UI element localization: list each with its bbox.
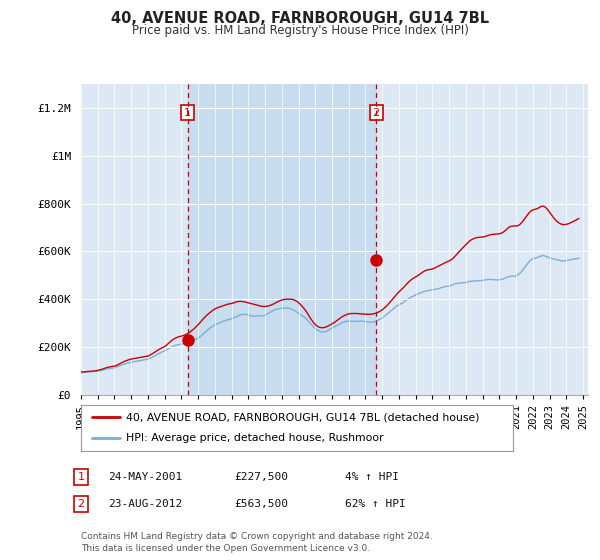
Text: £563,500: £563,500 xyxy=(234,499,288,509)
Text: 40, AVENUE ROAD, FARNBOROUGH, GU14 7BL: 40, AVENUE ROAD, FARNBOROUGH, GU14 7BL xyxy=(111,11,489,26)
Text: 1: 1 xyxy=(184,108,191,118)
Text: HPI: Average price, detached house, Rushmoor: HPI: Average price, detached house, Rush… xyxy=(127,433,384,444)
Text: Contains HM Land Registry data © Crown copyright and database right 2024.
This d: Contains HM Land Registry data © Crown c… xyxy=(81,532,433,553)
Text: Price paid vs. HM Land Registry's House Price Index (HPI): Price paid vs. HM Land Registry's House … xyxy=(131,24,469,37)
Text: 1: 1 xyxy=(77,472,85,482)
Text: 23-AUG-2012: 23-AUG-2012 xyxy=(108,499,182,509)
Bar xyxy=(188,84,376,395)
Text: 4% ↑ HPI: 4% ↑ HPI xyxy=(345,472,399,482)
Text: 2: 2 xyxy=(373,108,380,118)
Text: 40, AVENUE ROAD, FARNBOROUGH, GU14 7BL (detached house): 40, AVENUE ROAD, FARNBOROUGH, GU14 7BL (… xyxy=(127,412,480,422)
Text: 62% ↑ HPI: 62% ↑ HPI xyxy=(345,499,406,509)
Text: £227,500: £227,500 xyxy=(234,472,288,482)
Text: 24-MAY-2001: 24-MAY-2001 xyxy=(108,472,182,482)
Text: 2: 2 xyxy=(77,499,85,509)
